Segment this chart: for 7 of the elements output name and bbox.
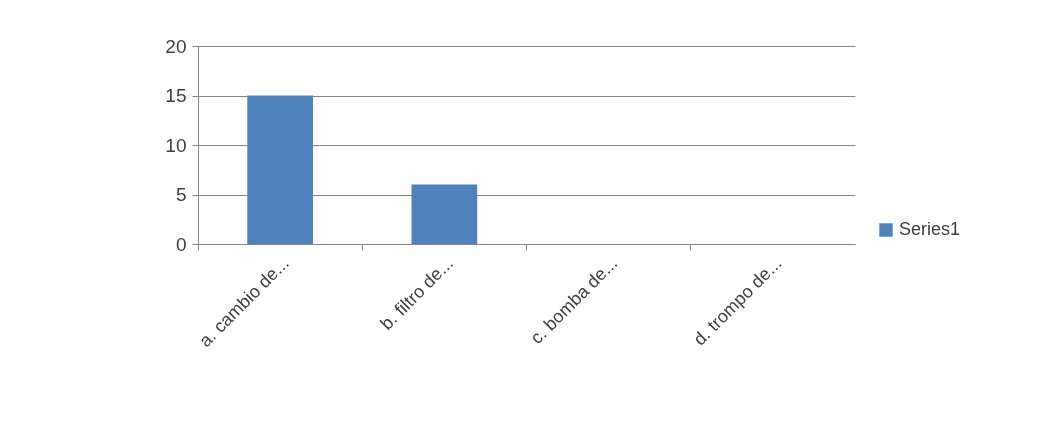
y-tick-label: 5	[175, 184, 187, 205]
y-tick-label: 20	[165, 35, 187, 57]
y-tick-label: 0	[175, 233, 187, 255]
legend-label: Series1	[899, 219, 961, 239]
x-tick-label: b. filtro de...	[376, 253, 458, 334]
y-tick-label: 10	[165, 134, 187, 156]
y-tick-label: 15	[165, 85, 187, 106]
